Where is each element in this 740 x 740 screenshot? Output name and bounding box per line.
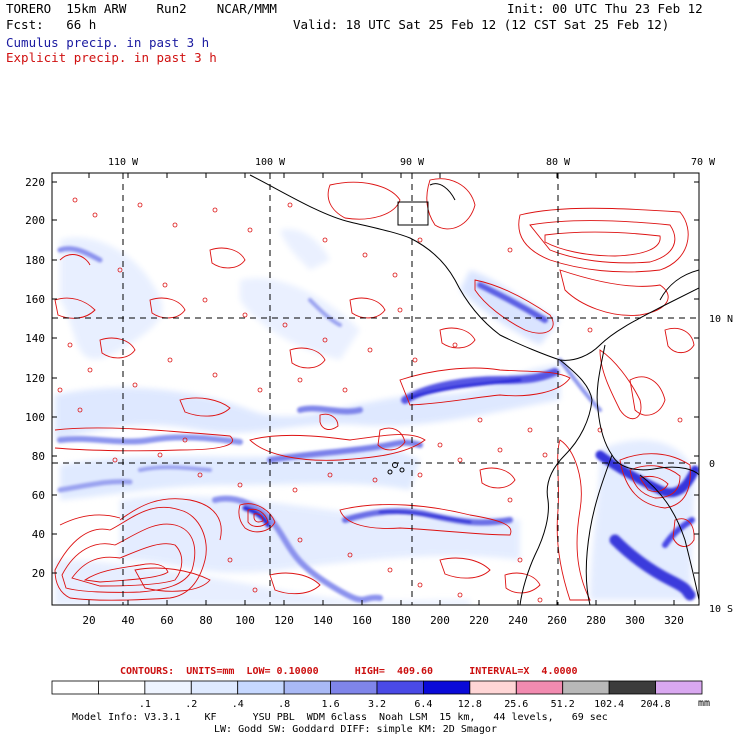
colorbar-swatch bbox=[283, 680, 331, 695]
y-tick-label: 100 bbox=[25, 411, 45, 424]
colorbar-swatch bbox=[144, 680, 192, 695]
colorbar-swatch bbox=[190, 680, 239, 695]
lon-label: 110 W bbox=[108, 157, 139, 168]
x-tick-label: 300 bbox=[625, 614, 645, 627]
colorbar-unit: mm bbox=[698, 698, 711, 709]
colorbar-swatch bbox=[330, 680, 378, 695]
y-tick-label: 80 bbox=[32, 450, 45, 463]
y-tick-label: 200 bbox=[25, 214, 45, 227]
x-tick-label: 200 bbox=[430, 614, 450, 627]
y-tick-label: 140 bbox=[25, 332, 45, 345]
lon-label: 100 W bbox=[255, 157, 286, 168]
model-info: Model Info: V3.3.1 KF YSU PBL WDM 6class… bbox=[72, 712, 608, 723]
colorbar-label: 6.4 bbox=[414, 699, 432, 710]
contour-info: CONTOURS: UNITS=mm LOW= 0.10000 HIGH= 40… bbox=[120, 666, 578, 677]
axis-ticks bbox=[52, 173, 699, 605]
x-tick-label: 140 bbox=[313, 614, 333, 627]
colorbar-label: .8 bbox=[278, 699, 290, 710]
model-title: TORERO 15km ARW Run2 NCAR/MMM bbox=[6, 1, 277, 16]
y-axis-labels: 220 200 180 160 140 120 100 80 60 40 20 bbox=[25, 176, 45, 580]
colorbar-swatch bbox=[562, 680, 610, 695]
colorbar-label: 3.2 bbox=[368, 699, 386, 710]
colorbar-swatch bbox=[655, 680, 703, 695]
y-tick-label: 220 bbox=[25, 176, 45, 189]
x-tick-label: 120 bbox=[274, 614, 294, 627]
x-tick-label: 280 bbox=[586, 614, 606, 627]
plot-frame bbox=[51, 172, 700, 606]
y-tick-label: 120 bbox=[25, 372, 45, 385]
model-physics: LW: Godd SW: Goddard DIFF: simple KM: 2D… bbox=[214, 724, 497, 735]
x-tick-label: 80 bbox=[199, 614, 212, 627]
lon-label: 90 W bbox=[400, 157, 425, 168]
y-tick-label: 160 bbox=[25, 293, 45, 306]
y-tick-label: 60 bbox=[32, 489, 45, 502]
forecast-hour: Fcst: 66 h bbox=[6, 17, 97, 32]
x-tick-label: 320 bbox=[664, 614, 684, 627]
explicit-precip-contours bbox=[54, 178, 695, 601]
y-tick-label: 20 bbox=[32, 567, 45, 580]
colorbar-swatch bbox=[515, 680, 564, 695]
x-tick-label: 40 bbox=[121, 614, 134, 627]
colorbar-swatch bbox=[51, 680, 99, 695]
explicit-precip-label: Explicit precip. in past 3 h bbox=[6, 50, 217, 65]
colorbar-label: 51.2 bbox=[551, 699, 575, 710]
x-tick-label: 220 bbox=[469, 614, 489, 627]
x-tick-label: 260 bbox=[547, 614, 567, 627]
colorbar-label: 25.6 bbox=[504, 699, 528, 710]
x-tick-label: 20 bbox=[82, 614, 95, 627]
x-tick-label: 100 bbox=[235, 614, 255, 627]
longitude-labels: 110 W 100 W 90 W 80 W 70 W bbox=[108, 157, 716, 168]
colorbar-swatch bbox=[237, 680, 285, 695]
colorbar-label: 12.8 bbox=[458, 699, 482, 710]
y-tick-label: 180 bbox=[25, 254, 45, 267]
valid-time: Valid: 18 UTC Sat 25 Feb 12 (12 CST Sat … bbox=[293, 17, 670, 32]
x-tick-label: 180 bbox=[391, 614, 411, 627]
colorbar-swatch bbox=[608, 680, 656, 695]
cumulus-precip-label: Cumulus precip. in past 3 h bbox=[6, 35, 210, 50]
colorbar-label: 1.6 bbox=[322, 699, 340, 710]
coastlines bbox=[249, 174, 699, 605]
cumulus-precip-shading bbox=[55, 229, 695, 605]
colorbar-swatch bbox=[469, 680, 517, 695]
colorbar-label: .2 bbox=[185, 699, 197, 710]
lat-label: 10 S bbox=[709, 604, 733, 615]
colorbar-label: 204.8 bbox=[641, 699, 671, 710]
lon-label: 80 W bbox=[546, 157, 571, 168]
x-tick-label: 160 bbox=[352, 614, 372, 627]
x-tick-label: 60 bbox=[160, 614, 173, 627]
colorbar-label: 102.4 bbox=[594, 699, 624, 710]
colorbar-swatch bbox=[376, 680, 424, 695]
lat-lon-grid bbox=[52, 173, 699, 605]
init-time: Init: 00 UTC Thu 23 Feb 12 bbox=[507, 1, 703, 16]
x-axis-labels: 20 40 60 80 100 120 140 160 180 200 220 240 260 280 30… bbox=[82, 614, 684, 627]
colorbar-label: .1 bbox=[139, 699, 151, 710]
lat-label: 10 N bbox=[709, 314, 733, 325]
colorbar: .1 .2 .4 .8 1.6 3.2 6.4 12.8 25.6 51.2 102.4 204.8 bbox=[51, 680, 703, 710]
y-tick-label: 40 bbox=[32, 528, 45, 541]
heavy-precip-bands bbox=[57, 246, 699, 603]
colorbar-label: .4 bbox=[232, 699, 244, 710]
lon-label: 70 W bbox=[691, 157, 716, 168]
scattered-contour-dots bbox=[57, 197, 683, 603]
map-field bbox=[54, 174, 699, 605]
colorbar-swatch bbox=[423, 680, 471, 695]
latitude-labels: 10 N 0 10 S bbox=[709, 314, 733, 615]
lat-label: 0 bbox=[709, 459, 715, 470]
colorbar-swatch bbox=[98, 680, 146, 695]
x-tick-label: 240 bbox=[508, 614, 528, 627]
